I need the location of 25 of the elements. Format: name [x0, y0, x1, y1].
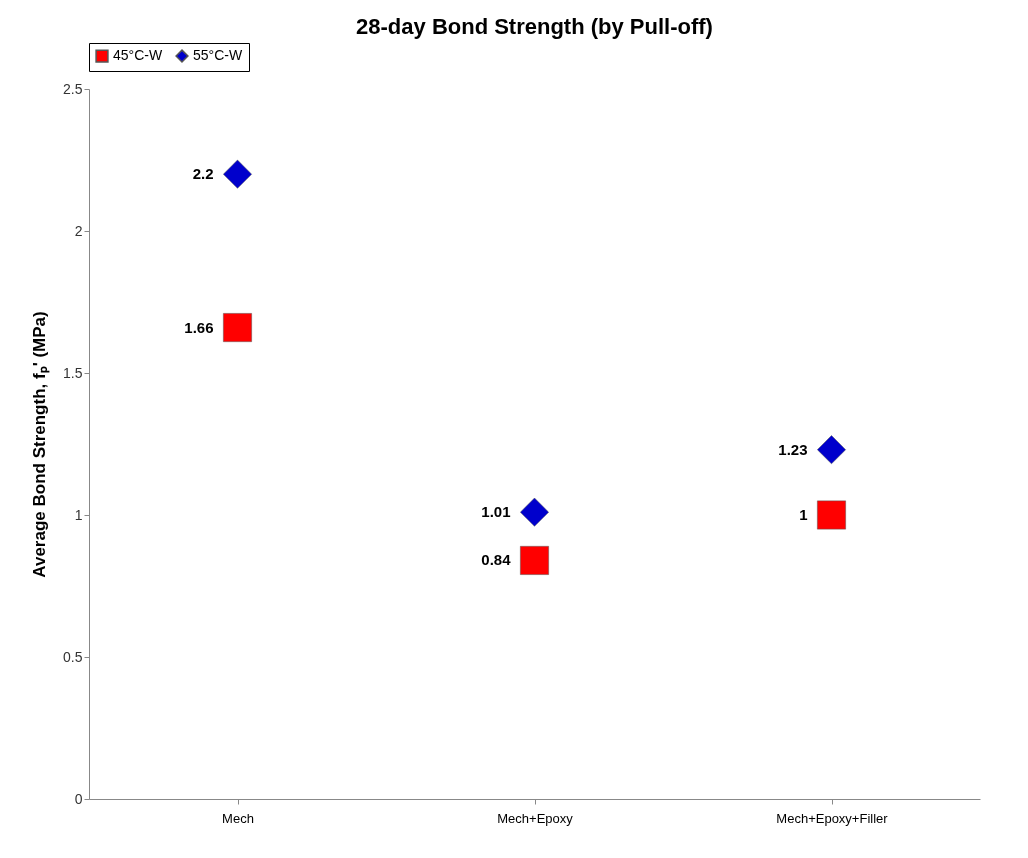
point — [520, 546, 549, 575]
legend-label: 55°C-W — [193, 47, 243, 64]
x-tick-label: Mech+Epoxy — [497, 810, 574, 826]
x-tick-label: Mech+Epoxy+Filler — [776, 810, 889, 826]
data-label: 0.84 — [481, 551, 512, 569]
point — [520, 497, 549, 527]
data-label: 1.66 — [184, 318, 214, 336]
chart-title: 28-day Bond Strength (by Pull-off) — [356, 13, 713, 39]
data-label: 2.2 — [192, 165, 214, 183]
data-label: 1 — [799, 506, 808, 523]
data-label: 1.01 — [481, 503, 511, 521]
point — [223, 159, 252, 189]
y-axis-title: Average Bond Strength, fₚ' (MPa) — [30, 311, 51, 578]
y-tick-label: 2.5 — [63, 80, 83, 97]
data-label: 1.23 — [778, 440, 808, 458]
point — [817, 435, 846, 465]
y-tick-label: 1.5 — [63, 364, 83, 381]
point — [817, 500, 846, 530]
x-tick-label: Mech — [222, 810, 254, 826]
y-tick-label: 2 — [74, 222, 83, 239]
point — [223, 313, 252, 342]
legend-label: 45°C-W — [113, 47, 163, 64]
y-tick-label: 0 — [74, 790, 83, 807]
y-tick-label: 1 — [74, 506, 83, 523]
y-tick-label: 0.5 — [63, 648, 83, 665]
